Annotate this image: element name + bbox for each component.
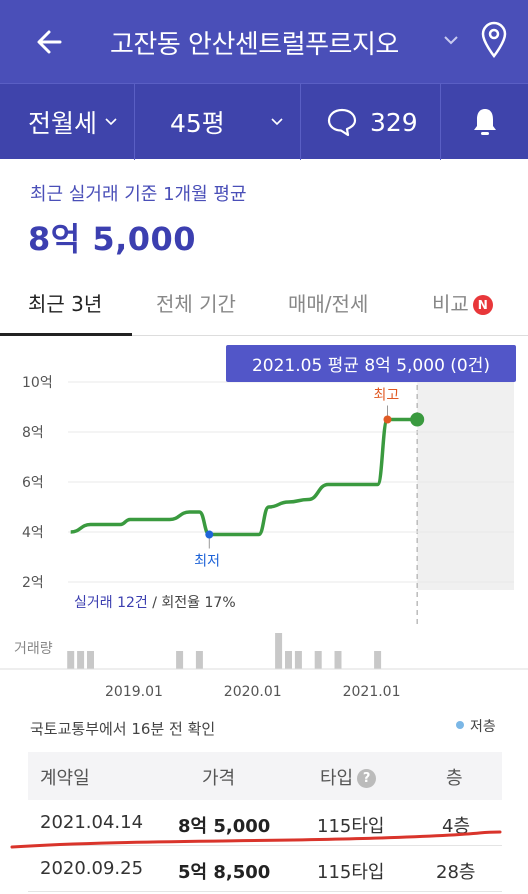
high-label: 최고: [374, 388, 400, 404]
y-tick-label: 8억: [22, 425, 44, 441]
cell-price: 5억 8,500: [178, 862, 271, 883]
y-tick-label: 6억: [22, 475, 44, 491]
cell-floor: 28층: [436, 862, 476, 883]
turnover-rate: 회전율 17%: [161, 595, 236, 611]
tab-recent-3y[interactable]: 최근 3년: [28, 292, 103, 316]
deal-type-select[interactable]: 전월세: [28, 84, 119, 160]
table-row[interactable]: 2021.04.14 8억 5,000 115타입 4층: [28, 800, 502, 846]
volume-bar: [67, 651, 75, 669]
volume-bar: [285, 651, 292, 669]
chevron-down-icon: [105, 118, 117, 126]
comment-count: 329: [370, 107, 418, 137]
header-floor: 층: [446, 768, 463, 789]
source-note: 국토교통부에서 16분 전 확인: [30, 720, 216, 738]
active-tab-indicator: [0, 333, 132, 336]
cell-date: 2020.09.25: [40, 858, 144, 879]
complex-title[interactable]: 고잔동 안산센트럴푸르지오: [110, 30, 399, 60]
cell-type: 115타입: [317, 816, 385, 837]
volume-bar: [374, 651, 382, 669]
cell-date: 2021.04.14: [40, 812, 144, 833]
size-label: 45평: [170, 109, 225, 138]
app-header: 고잔동 안산센트럴푸르지오: [0, 0, 528, 83]
trade-stats: 실거래 12건 / 회전율 17%: [74, 592, 236, 612]
table-header: 계약일 가격 타입? 층: [28, 752, 502, 800]
y-tick-label: 10억: [22, 375, 53, 391]
low-point: [205, 530, 214, 539]
help-icon[interactable]: ?: [357, 769, 377, 788]
volume-bar: [334, 651, 342, 669]
arrow-left-icon: [37, 30, 62, 54]
trade-count: 실거래 12건: [74, 595, 148, 611]
back-button[interactable]: [30, 22, 70, 62]
divider: [134, 84, 135, 160]
low-label: 최저: [194, 554, 220, 570]
y-tick-label: 2억: [22, 575, 44, 591]
header-type-label: 타입: [320, 768, 354, 789]
tab-compare[interactable]: 비교 N: [432, 288, 493, 317]
stats-separator: /: [147, 595, 162, 611]
cell-type: 115타입: [317, 862, 385, 883]
volume-bar: [275, 633, 283, 669]
summary-label: 최근 실거래 기준 1개월 평균: [30, 184, 247, 205]
header-contract-date: 계약일: [40, 768, 90, 789]
legend-low-label: 저층: [470, 719, 496, 735]
size-select[interactable]: 45평: [170, 84, 285, 160]
speech-bubble-icon: [327, 108, 357, 137]
volume-bar: [87, 651, 94, 669]
price-line: [70, 417, 418, 537]
divider: [440, 84, 441, 160]
tab-all-period[interactable]: 전체 기간: [156, 292, 236, 316]
table-row[interactable]: 2020.09.25 5억 8,500 115타입 28층: [28, 846, 502, 892]
bell-icon: [474, 109, 496, 135]
volume-bar: [195, 651, 203, 669]
legend-low-floor: 저층: [456, 716, 496, 736]
location-pin-icon[interactable]: [478, 20, 510, 60]
filter-bar: 전월세 45평 329: [0, 83, 528, 160]
summary-value: 8억 5,000: [28, 220, 197, 258]
comments-button[interactable]: 329: [326, 84, 418, 160]
new-badge: N: [472, 295, 493, 315]
legend-dot: [456, 721, 464, 729]
header-type: 타입?: [320, 764, 377, 790]
x-tick-label: 2020.01: [224, 684, 282, 700]
notification-button[interactable]: [470, 84, 500, 160]
chart-tooltip: 2021.05 평균 8억 5,000 (0건): [226, 345, 516, 382]
deal-type-label: 전월세: [28, 109, 98, 138]
volume-bar: [294, 651, 302, 669]
volume-bar: [176, 651, 184, 669]
future-shade: [417, 367, 514, 590]
x-tick-label: 2021.01: [343, 684, 401, 700]
current-point: [410, 412, 425, 427]
header-price: 가격: [202, 768, 236, 789]
cell-price: 8억 5,000: [178, 816, 271, 837]
chevron-down-icon: [271, 118, 283, 126]
y-tick-label: 4억: [22, 525, 44, 541]
tab-compare-label: 비교: [432, 292, 469, 316]
x-tick-label: 2019.01: [105, 684, 163, 700]
tab-sale-jeonse[interactable]: 매매/전세: [288, 292, 369, 316]
high-point: [383, 415, 392, 424]
period-tabs: 최근 3년 전체 기간 매매/전세 비교 N: [0, 270, 528, 336]
chevron-down-icon[interactable]: [440, 28, 462, 52]
transaction-table: 계약일 가격 타입? 층 2021.04.14 8억 5,000 115타입 4…: [28, 752, 502, 892]
divider: [300, 84, 301, 160]
volume-bar: [314, 651, 322, 669]
volume-bar: [77, 651, 85, 669]
volume-label: 거래량: [14, 641, 53, 657]
cell-floor: 4층: [442, 816, 471, 837]
